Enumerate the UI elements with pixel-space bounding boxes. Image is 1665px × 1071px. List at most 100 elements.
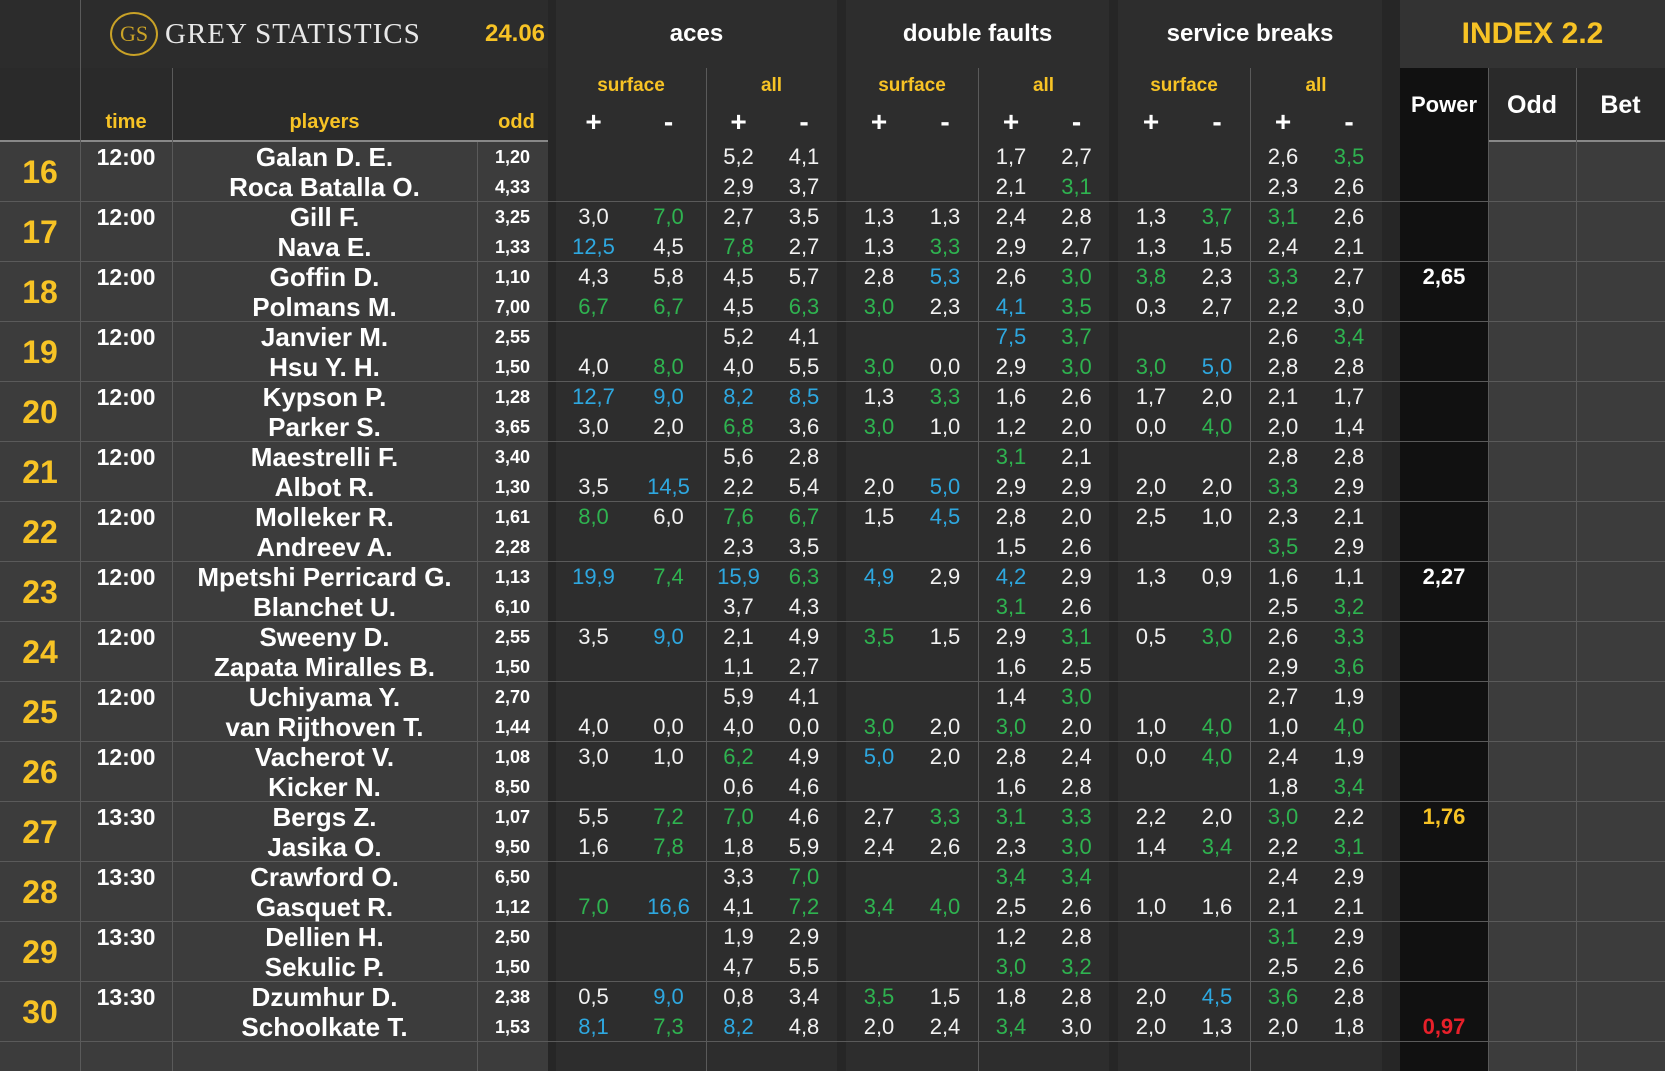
stat-value: 6,0 [653,504,684,529]
match-number: 19 [22,333,58,370]
stat-value: 2,9 [723,174,754,199]
stat-value: 1,8 [723,834,754,859]
stat-value: 0,6 [723,774,754,799]
stat-value: 1,3 [1135,564,1167,589]
row-divider [0,621,1665,622]
player-odd: 1,28 [494,386,531,407]
stat-value: 3,0 [1061,354,1092,379]
stat-value: 2,8 [1333,354,1365,379]
stat-value: 0,9 [1201,564,1233,589]
stat-value: 3,5 [863,984,895,1009]
match-number: 30 [22,993,58,1030]
stat-value: 2,4 [1267,234,1299,259]
stat-value: 2,5 [1267,594,1299,619]
player-odd: 1,44 [494,716,531,737]
stat-value: 3,0 [863,294,895,319]
stat-value: 2,0 [1135,984,1167,1009]
match-number: 17 [22,213,58,250]
stat-value: 1,0 [1135,894,1167,919]
stat-value: 9,0 [653,384,684,409]
player-odd: 1,33 [494,236,531,257]
player-odd: 2,38 [494,986,531,1007]
stat-value: 2,7 [723,204,754,229]
row-divider [0,981,1665,982]
stat-value: 3,4 [995,864,1027,889]
match-number: 21 [22,453,58,490]
stat-value: 2,1 [1333,234,1365,259]
stat-value: 1,5 [995,534,1027,559]
stat-value: 1,9 [1333,684,1365,709]
player-odd: 1,50 [494,356,531,377]
minus-header: - [1071,106,1082,137]
stat-value: 2,0 [1267,1014,1299,1039]
stat-value: 6,8 [723,414,754,439]
stat-value: 4,3 [578,264,609,289]
stat-value: 3,1 [1061,174,1092,199]
stat-value: 2,8 [788,444,820,469]
stat-value: 5,5 [578,804,609,829]
row-divider [0,561,1665,562]
stat-value: 9,0 [653,984,684,1009]
player-odd: 2,55 [494,326,531,347]
stat-value: 6,7 [578,294,609,319]
stat-value: 1,9 [1333,744,1365,769]
stat-value: 2,9 [1333,924,1365,949]
stat-value: 4,0 [723,354,754,379]
stat-value: 2,2 [723,474,754,499]
stat-value: 1,3 [1201,1014,1233,1039]
stat-value: 6,3 [788,294,820,319]
match-time: 12:00 [96,443,156,470]
stat-value: 4,1 [723,894,754,919]
row-divider [0,501,1665,502]
stat-value: 3,5 [863,624,895,649]
col-sep [1488,68,1489,1071]
stat-value: 5,2 [723,144,754,169]
stat-value: 5,5 [788,954,820,979]
stat-value: 3,1 [1333,834,1365,859]
stat-value: 1,7 [995,144,1027,169]
stat-value: 4,1 [788,684,820,709]
stat-value: 2,2 [1333,804,1365,829]
stat-value: 4,8 [788,1014,820,1039]
stat-value: 3,3 [929,384,961,409]
stat-value: 2,7 [1061,144,1092,169]
stat-value: 0,5 [1135,624,1167,649]
stat-value: 1,6 [578,834,609,859]
group-gap [837,0,846,1071]
stat-value: 2,9 [1333,864,1365,889]
match-time: 12:00 [96,743,156,770]
stat-value: 3,0 [1201,624,1233,649]
stat-value: 2,9 [1061,564,1092,589]
match-time: 12:00 [96,203,156,230]
plus-header: + [585,106,602,137]
odd-index-col-header: Odd [1507,90,1557,119]
stat-value: 2,7 [788,654,820,679]
stat-value: 2,3 [1201,264,1233,289]
stat-value: 2,8 [1061,204,1092,229]
player-name: Blanchet U. [252,591,397,622]
stat-value: 0,0 [788,714,820,739]
player-name: Jasika O. [267,831,382,862]
player-name: Bergs Z. [272,801,377,832]
row-divider [0,741,1665,742]
match-number: 20 [22,393,58,430]
stat-value: 2,4 [863,834,895,859]
stat-value: 8,0 [653,354,684,379]
stat-value: 4,9 [788,624,820,649]
stat-value: 2,4 [929,1014,961,1039]
stat-value: 2,1 [723,624,754,649]
row-divider [0,381,1665,382]
stat-value: 4,0 [578,714,609,739]
stat-value: 2,9 [1333,474,1365,499]
sb-all-header: all [1305,75,1327,96]
col-sep [172,68,173,1071]
stat-value: 0,3 [1135,294,1167,319]
player-name: Gasquet R. [255,891,394,922]
power-col-header: Power [1410,92,1478,117]
row-divider [0,261,1665,262]
stat-value: 2,6 [1267,624,1299,649]
match-number: 26 [22,753,58,790]
stat-value: 3,3 [1061,804,1092,829]
stat-value: 2,6 [1267,144,1299,169]
